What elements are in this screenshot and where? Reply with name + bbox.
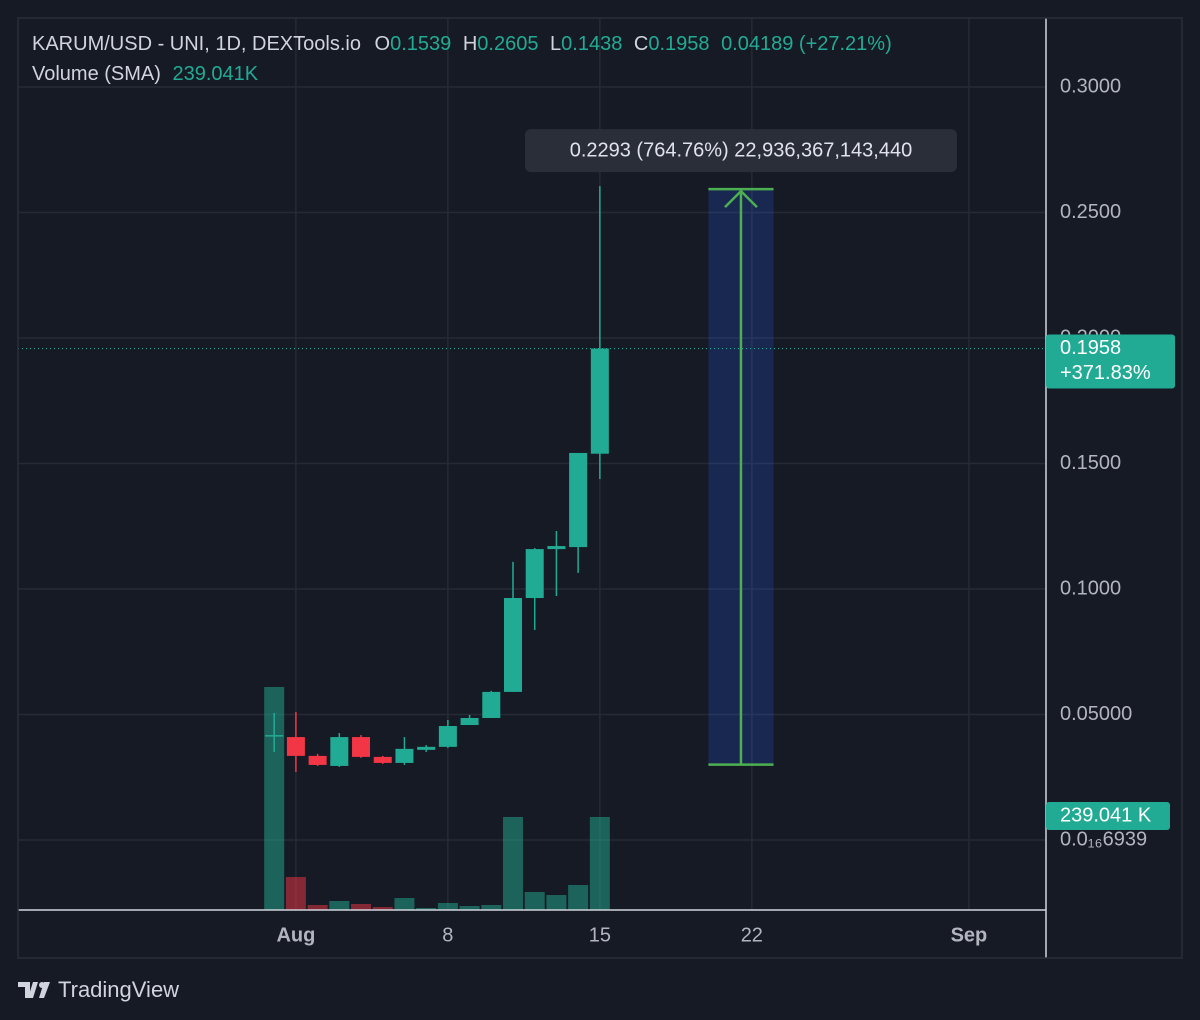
ohlc-value: 0.1958 bbox=[648, 33, 709, 55]
x-tick-label: Sep bbox=[951, 924, 988, 946]
candle-body bbox=[547, 546, 566, 550]
y-tick-label: 0.2500 bbox=[1060, 201, 1121, 223]
volume-bar bbox=[416, 907, 437, 910]
ohlc-label: O bbox=[375, 33, 391, 55]
last-price-box bbox=[1046, 334, 1175, 389]
candle-body bbox=[265, 735, 284, 737]
ohlc-value: 0.1539 bbox=[390, 33, 451, 55]
volume-bar bbox=[503, 816, 524, 910]
y-tick-label: 0.1000 bbox=[1060, 577, 1121, 599]
volume-bar bbox=[459, 905, 480, 910]
pane-frame bbox=[17, 17, 1183, 959]
last-price-label: 0.1958 bbox=[1060, 337, 1121, 359]
volume-bar bbox=[307, 905, 328, 910]
candle-body bbox=[417, 746, 436, 750]
ohlc-label: C bbox=[634, 33, 648, 55]
volume-bar bbox=[394, 898, 415, 910]
volume-sma-box bbox=[1046, 801, 1170, 830]
legend-header: KARUM/USD - UNI, 1D, DEXTools.io O0.1539… bbox=[32, 33, 892, 55]
brand-name: TradingView bbox=[58, 977, 179, 1002]
candle-body bbox=[352, 737, 371, 757]
x-tick-label: 8 bbox=[442, 924, 453, 946]
candle-body bbox=[525, 549, 544, 599]
x-tick-label: 22 bbox=[741, 924, 763, 946]
logo-mark bbox=[39, 982, 50, 998]
volume-bar bbox=[568, 884, 589, 910]
volume-bar bbox=[546, 895, 567, 910]
candle-body bbox=[438, 726, 457, 747]
candle-body bbox=[569, 452, 588, 548]
y-tick-label: 0.05000 bbox=[1060, 703, 1132, 725]
plot: 0.2293 (764.76%) 22,936,367,143,440 bbox=[18, 129, 1046, 910]
last-change-label: +371.83% bbox=[1060, 362, 1151, 384]
volume-bar bbox=[351, 903, 372, 910]
volume-sma-value: 239.041K bbox=[173, 63, 259, 85]
ohlc-label: H bbox=[463, 33, 477, 55]
candle-body bbox=[286, 737, 305, 756]
candle-body bbox=[308, 755, 327, 765]
candle-body bbox=[590, 348, 609, 454]
volume-bar bbox=[264, 687, 285, 910]
x-tick-label: Aug bbox=[276, 924, 315, 946]
volume-bar bbox=[481, 905, 502, 910]
volume-title: Volume (SMA) bbox=[32, 63, 161, 85]
candle-body bbox=[460, 717, 479, 726]
volume-bar bbox=[437, 902, 458, 910]
volume-bar bbox=[589, 816, 610, 910]
brand-logo bbox=[18, 982, 50, 998]
volume-bar bbox=[524, 891, 545, 910]
ohlc-value: 0.2605 bbox=[477, 33, 538, 55]
y-tick-label: 0.1500 bbox=[1060, 452, 1121, 474]
candle-body bbox=[504, 598, 523, 692]
volume-bar bbox=[372, 907, 393, 910]
y-tick-label: 0.0₁₆6939 bbox=[1060, 828, 1147, 850]
logo-mark bbox=[18, 982, 38, 998]
ohlc-value: 0.1438 bbox=[561, 33, 622, 55]
volume-bar bbox=[329, 900, 350, 910]
candle-body bbox=[395, 748, 414, 763]
measure-label-box bbox=[524, 129, 957, 173]
volume-sma-axis-label: 239.041 K bbox=[1060, 804, 1152, 826]
measure-arrowhead bbox=[724, 189, 758, 209]
measure-label: 0.2293 (764.76%) 22,936,367,143,440 bbox=[570, 139, 913, 161]
x-tick-label: 15 bbox=[589, 924, 611, 946]
volume-bar bbox=[285, 877, 306, 910]
symbol-title: KARUM/USD - UNI, 1D, DEXTools.io bbox=[32, 33, 361, 55]
candle-body bbox=[482, 691, 501, 718]
candle-body bbox=[373, 756, 392, 763]
change-label: 0.04189 (+27.21%) bbox=[721, 33, 892, 55]
y-tick-label: 0.3000 bbox=[1060, 75, 1121, 97]
candle-body bbox=[330, 737, 349, 766]
volume-header: Volume (SMA) 239.041K bbox=[32, 63, 259, 85]
ohlc-label: L bbox=[550, 33, 561, 55]
